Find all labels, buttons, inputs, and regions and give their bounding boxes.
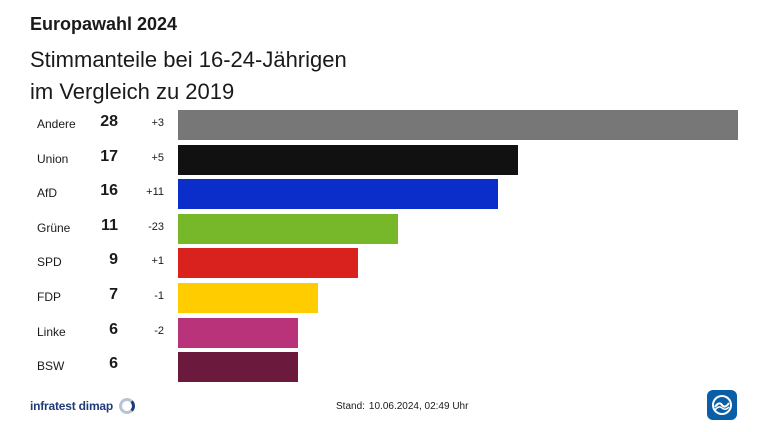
value-label: 11 bbox=[101, 216, 118, 234]
category-label: BSW bbox=[37, 359, 65, 374]
bar bbox=[178, 317, 298, 348]
bar-chart: Andere 28 +3 Union 17 +5 AfD 16 +11 Grüne 11 -23 SPD… bbox=[0, 108, 768, 388]
source-logo: infratest dimap bbox=[30, 398, 136, 414]
bar-row: Grüne 11 -23 bbox=[0, 212, 768, 246]
bar-row: BSW 6 bbox=[0, 350, 768, 384]
bar bbox=[178, 283, 318, 313]
category-label: Linke bbox=[37, 324, 66, 339]
diff-label: +1 bbox=[151, 255, 164, 268]
bar-row: Andere 28 +3 bbox=[0, 108, 768, 142]
diff-label: +5 bbox=[151, 151, 164, 164]
category-label: Grüne bbox=[37, 220, 71, 235]
value-label: 16 bbox=[100, 182, 118, 200]
tagesschau-logo-icon bbox=[707, 390, 737, 420]
value-label: 9 bbox=[109, 251, 118, 269]
category-label: SPD bbox=[37, 255, 62, 270]
diff-label: +11 bbox=[146, 186, 164, 199]
bar bbox=[178, 110, 738, 140]
diff-label: +3 bbox=[151, 117, 164, 129]
bar-row: Linke 6 -2 bbox=[0, 316, 768, 350]
chart-title: Stimmanteile bei 16-24-Jährigen im Vergle… bbox=[30, 47, 347, 104]
category-label: FDP bbox=[37, 290, 61, 304]
bar-row: SPD 9 +1 bbox=[0, 246, 768, 280]
bar-row: AfD 16 +11 bbox=[0, 177, 768, 211]
diff-label: -23 bbox=[148, 220, 164, 233]
bar bbox=[178, 179, 498, 210]
source-label: infratest dimap bbox=[30, 399, 114, 413]
category-label: Andere bbox=[37, 117, 76, 131]
bar-row: FDP 7 -1 bbox=[0, 281, 768, 315]
timestamp: Stand: 10.06.2024, 02:49 Uhr bbox=[336, 401, 468, 412]
value-label: 7 bbox=[109, 286, 118, 303]
infratest-dimap-logo-icon bbox=[119, 398, 136, 414]
bar bbox=[178, 213, 398, 244]
value-label: 17 bbox=[100, 147, 118, 165]
bar bbox=[178, 144, 518, 175]
bar bbox=[178, 248, 358, 279]
diff-label: -2 bbox=[154, 324, 164, 337]
stand-value: 10.06.2024, 02:49 Uhr bbox=[368, 401, 469, 412]
kicker: Europawahl 2024 bbox=[30, 14, 178, 34]
diff-label: -1 bbox=[154, 290, 164, 302]
value-label: 28 bbox=[100, 113, 118, 130]
bar-row: Union 17 +5 bbox=[0, 143, 768, 177]
category-label: AfD bbox=[37, 186, 58, 201]
value-label: 6 bbox=[109, 355, 118, 373]
bar bbox=[178, 352, 298, 383]
value-label: 6 bbox=[109, 320, 118, 338]
category-label: Union bbox=[37, 151, 69, 166]
stand-label: Stand: bbox=[336, 401, 365, 412]
